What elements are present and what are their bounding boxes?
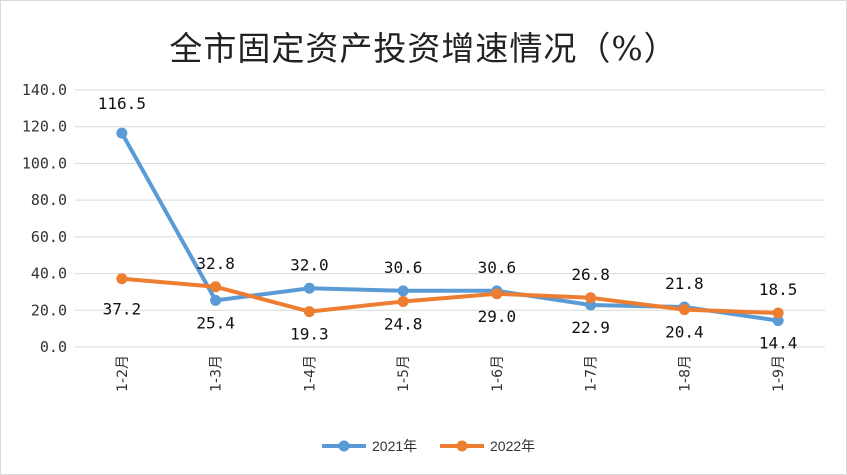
data-point bbox=[585, 292, 597, 304]
x-tick-label: 1-2月 bbox=[115, 355, 131, 392]
y-tick-label: 80.0 bbox=[31, 191, 67, 209]
y-tick-label: 0.0 bbox=[40, 338, 67, 356]
data-point bbox=[303, 282, 315, 294]
data-label: 30.6 bbox=[478, 258, 517, 277]
data-label: 32.8 bbox=[196, 254, 235, 273]
data-point bbox=[772, 315, 784, 327]
data-label: 29.0 bbox=[478, 307, 517, 326]
data-point bbox=[116, 273, 128, 285]
data-point bbox=[491, 288, 503, 300]
data-label: 26.8 bbox=[571, 265, 610, 284]
chart-title: 全市固定资产投资增速情况（%） bbox=[169, 29, 678, 68]
data-point bbox=[397, 285, 409, 297]
data-label: 22.9 bbox=[571, 318, 610, 337]
data-label: 30.6 bbox=[384, 258, 423, 277]
series-line-1 bbox=[119, 276, 781, 315]
data-label: 21.8 bbox=[665, 274, 704, 293]
legend-swatch-marker bbox=[456, 440, 468, 452]
data-label: 25.4 bbox=[196, 313, 235, 332]
y-tick-label: 20.0 bbox=[31, 301, 67, 319]
data-point bbox=[397, 295, 409, 307]
data-point bbox=[303, 306, 315, 318]
data-point bbox=[210, 281, 222, 293]
data-point bbox=[210, 294, 222, 306]
x-tick-label: 1-9月 bbox=[771, 355, 787, 392]
x-tick-label: 1-4月 bbox=[302, 355, 318, 392]
data-label: 24.8 bbox=[384, 314, 423, 333]
y-tick-label: 140.0 bbox=[22, 81, 67, 99]
y-tick-label: 60.0 bbox=[31, 228, 67, 246]
data-label: 18.5 bbox=[759, 280, 798, 299]
data-label: 20.4 bbox=[665, 323, 704, 342]
data-point bbox=[116, 127, 128, 139]
y-tick-label: 40.0 bbox=[31, 265, 67, 283]
y-tick-label: 100.0 bbox=[22, 154, 67, 172]
data-label: 19.3 bbox=[290, 325, 329, 344]
x-tick-label: 1-3月 bbox=[209, 355, 225, 392]
x-tick-label: 1-5月 bbox=[396, 355, 412, 392]
x-tick-label: 1-8月 bbox=[677, 355, 693, 392]
legend-label: 2022年 bbox=[490, 438, 535, 454]
legend-label: 2021年 bbox=[372, 438, 417, 454]
data-point bbox=[772, 307, 784, 319]
data-label: 37.2 bbox=[103, 300, 142, 319]
data-label: 116.5 bbox=[98, 94, 146, 113]
x-tick-label: 1-6月 bbox=[490, 355, 506, 392]
data-label: 32.0 bbox=[290, 255, 329, 274]
legend-swatch-marker bbox=[338, 440, 350, 452]
data-label: 14.4 bbox=[759, 334, 798, 353]
x-tick-label: 1-7月 bbox=[584, 355, 600, 392]
y-tick-label: 120.0 bbox=[22, 118, 67, 136]
data-point bbox=[678, 304, 690, 316]
